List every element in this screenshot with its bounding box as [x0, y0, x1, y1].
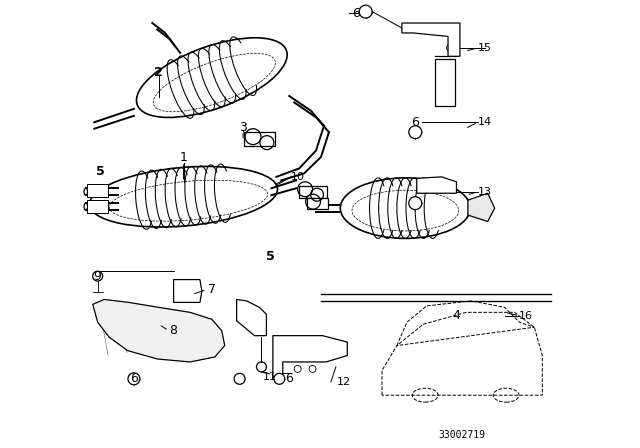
Circle shape — [409, 197, 422, 210]
Circle shape — [409, 126, 422, 138]
Polygon shape — [173, 280, 202, 302]
FancyBboxPatch shape — [87, 200, 108, 213]
Circle shape — [128, 373, 140, 385]
Text: 7: 7 — [208, 283, 216, 296]
Polygon shape — [417, 177, 456, 193]
Text: 11: 11 — [262, 372, 276, 382]
Text: 5: 5 — [96, 165, 105, 178]
Text: 9: 9 — [93, 270, 102, 283]
FancyBboxPatch shape — [307, 198, 328, 209]
Text: 16: 16 — [519, 311, 533, 321]
Circle shape — [309, 366, 316, 372]
FancyBboxPatch shape — [299, 186, 327, 198]
Circle shape — [93, 271, 102, 281]
Polygon shape — [402, 23, 460, 56]
Text: 1: 1 — [180, 151, 188, 164]
Circle shape — [408, 25, 415, 31]
Polygon shape — [468, 193, 495, 221]
Text: 10: 10 — [291, 172, 305, 182]
Polygon shape — [237, 299, 266, 336]
Polygon shape — [273, 336, 348, 377]
Text: 2: 2 — [154, 66, 163, 79]
Text: 3: 3 — [239, 121, 247, 134]
Text: 33002719: 33002719 — [438, 430, 485, 440]
Text: 6: 6 — [130, 372, 138, 385]
Polygon shape — [435, 59, 455, 106]
Circle shape — [332, 349, 339, 356]
Text: 14: 14 — [477, 117, 492, 127]
Text: 6: 6 — [352, 7, 360, 20]
Circle shape — [245, 310, 254, 319]
Text: 13: 13 — [477, 187, 492, 197]
Text: 12: 12 — [337, 377, 351, 387]
FancyBboxPatch shape — [87, 184, 108, 197]
FancyBboxPatch shape — [244, 132, 275, 146]
Text: 6: 6 — [412, 116, 419, 129]
Circle shape — [274, 373, 285, 384]
Text: 15: 15 — [477, 43, 492, 53]
Circle shape — [447, 44, 454, 52]
Circle shape — [428, 182, 435, 189]
Circle shape — [359, 5, 372, 18]
Polygon shape — [93, 299, 225, 362]
Circle shape — [294, 366, 301, 372]
Circle shape — [234, 373, 245, 384]
Text: 4: 4 — [452, 309, 460, 322]
Text: 6: 6 — [285, 372, 293, 385]
Circle shape — [257, 362, 266, 372]
Circle shape — [447, 25, 454, 31]
Text: 8: 8 — [170, 324, 178, 337]
Text: 5: 5 — [266, 250, 275, 263]
Circle shape — [159, 339, 166, 345]
Circle shape — [182, 286, 192, 296]
